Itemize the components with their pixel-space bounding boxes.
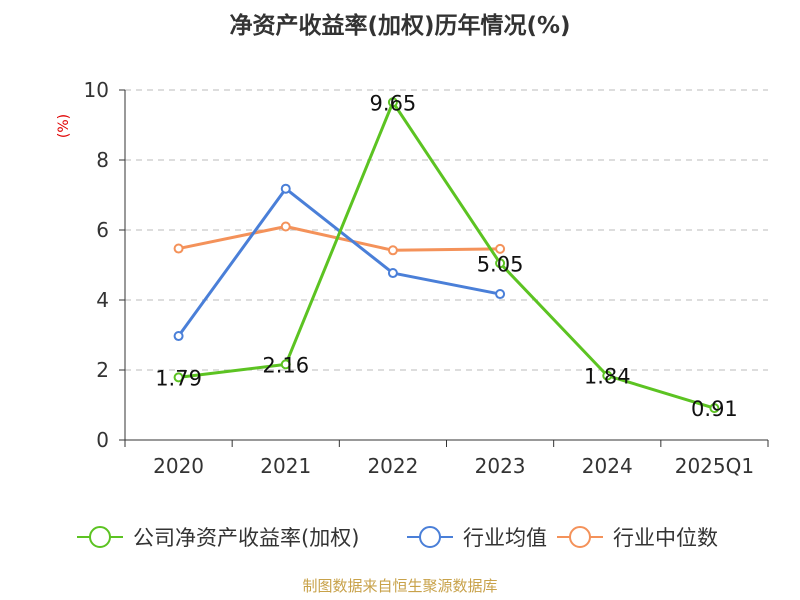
data-point xyxy=(173,243,184,254)
axes: 0 2 4 6 8 10 2020 2021 2022 2023 2024 2025Q1 xyxy=(84,78,769,478)
series-line xyxy=(178,100,715,410)
data-label: 5.05 xyxy=(477,252,524,276)
x-tick-label: 2024 xyxy=(582,454,633,478)
data-label: 2.16 xyxy=(262,353,309,377)
data-point xyxy=(602,370,613,381)
series-2 xyxy=(173,221,506,256)
legend-marker xyxy=(569,526,591,548)
legend: 公司净资产收益率(加权) 行业均值 行业中位数 xyxy=(77,526,718,550)
data-label: 1.84 xyxy=(584,365,631,389)
legend-item-2: 行业中位数 xyxy=(557,526,718,550)
data-point xyxy=(709,403,720,414)
legend-label: 行业中位数 xyxy=(613,526,718,550)
chart-title: 净资产收益率(加权)历年情况(%) xyxy=(229,12,570,39)
legend-item-0: 公司净资产收益率(加权) xyxy=(77,526,359,550)
legend-marker xyxy=(89,526,111,548)
y-tick-label: 6 xyxy=(96,218,109,242)
data-point xyxy=(387,268,398,279)
data-point xyxy=(495,258,506,269)
x-tick-label: 2022 xyxy=(367,454,418,478)
gridlines xyxy=(125,89,768,371)
y-tick-label: 8 xyxy=(96,148,109,172)
data-labels: 1.79 2.16 9.65 5.05 1.84 0.91 xyxy=(155,91,738,421)
series-lines xyxy=(173,97,720,414)
legend-item-1: 行业均值 xyxy=(407,526,547,550)
data-point xyxy=(173,331,184,342)
series-1 xyxy=(173,183,506,342)
y-tick-label: 4 xyxy=(96,288,109,312)
x-tick-label: 2025Q1 xyxy=(675,454,754,478)
data-label: 1.79 xyxy=(155,366,202,390)
data-point xyxy=(495,289,506,300)
data-point xyxy=(387,245,398,256)
data-point xyxy=(495,243,506,254)
source-note: 制图数据来自恒生聚源数据库 xyxy=(302,577,497,595)
legend-label: 公司净资产收益率(加权) xyxy=(133,526,359,550)
legend-label: 行业均值 xyxy=(463,526,547,550)
y-tick-label: 2 xyxy=(96,358,109,382)
series-line xyxy=(178,225,501,252)
x-tick-label: 2021 xyxy=(260,454,311,478)
data-label: 9.65 xyxy=(370,91,417,115)
series-line xyxy=(177,187,501,337)
data-point xyxy=(173,372,184,383)
data-label: 0.91 xyxy=(691,397,738,421)
x-tick-label: 2020 xyxy=(153,454,204,478)
data-point xyxy=(280,221,291,232)
y-tick-label: 10 xyxy=(84,78,109,102)
legend-marker xyxy=(419,526,441,548)
data-point xyxy=(280,359,291,370)
y-tick-label: 0 xyxy=(96,428,109,452)
data-point xyxy=(387,97,398,108)
y-axis-unit-label: (%) xyxy=(56,114,72,138)
x-tick-label: 2023 xyxy=(475,454,526,478)
data-point xyxy=(280,183,291,194)
series-0 xyxy=(173,97,720,414)
